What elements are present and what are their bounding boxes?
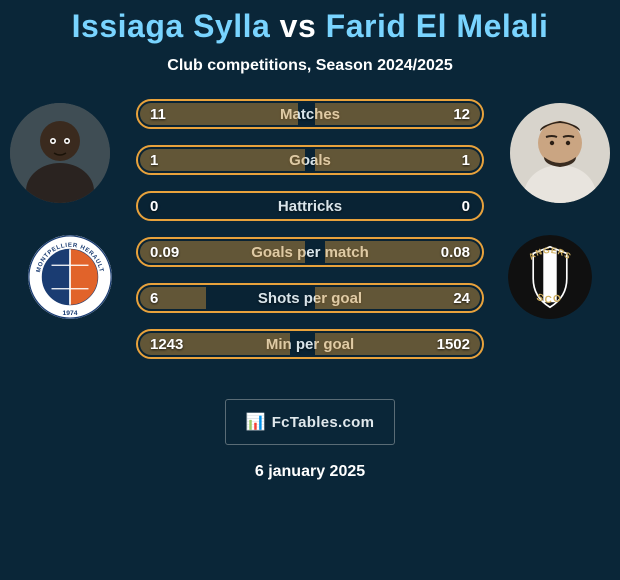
stat-value-left: 0.09 bbox=[150, 244, 179, 261]
stat-value-right: 0.08 bbox=[441, 244, 470, 261]
club-year: 1974 bbox=[63, 310, 78, 317]
stat-value-left: 6 bbox=[150, 290, 158, 307]
stat-row-shots-per-goal: 6Shots per goal24 bbox=[136, 283, 484, 313]
chart-icon: 📊 bbox=[246, 412, 266, 432]
player2-club-badge: ANGERS SCO bbox=[508, 235, 592, 319]
stat-value-left: 1243 bbox=[150, 336, 183, 353]
stat-value-right: 0 bbox=[462, 198, 470, 215]
season-subtitle: Club competitions, Season 2024/2025 bbox=[0, 57, 620, 75]
stat-value-right: 1 bbox=[462, 152, 470, 169]
stat-value-right: 12 bbox=[453, 106, 470, 123]
main-area: 1974 MONTPELLIER HERAULT ANGERS SCO 11Ma… bbox=[0, 103, 620, 383]
stat-value-left: 11 bbox=[150, 106, 166, 123]
snapshot-date: 6 january 2025 bbox=[0, 463, 620, 481]
player2-name: Farid El Melali bbox=[326, 8, 549, 44]
title-vs: vs bbox=[280, 8, 317, 44]
comparison-title: Issiaga Sylla vs Farid El Melali bbox=[0, 0, 620, 45]
attribution-box: 📊 FcTables.com bbox=[225, 399, 395, 445]
stat-bar-right bbox=[315, 149, 480, 171]
stat-row-matches: 11Matches12 bbox=[136, 99, 484, 129]
stat-value-right: 24 bbox=[453, 290, 470, 307]
stat-row-hattricks: 0 Hattricks 0 bbox=[136, 191, 484, 221]
player1-avatar bbox=[10, 103, 110, 203]
player2-avatar bbox=[510, 103, 610, 203]
stats-container: 11Matches12 1Goals1 0 Hattricks 0 0.09Goals p… bbox=[136, 99, 484, 375]
player1-club-badge: 1974 MONTPELLIER HERAULT bbox=[28, 235, 112, 319]
stat-row-goals: 1Goals1 bbox=[136, 145, 484, 175]
attribution-text: FcTables.com bbox=[272, 414, 375, 431]
player1-name: Issiaga Sylla bbox=[72, 8, 271, 44]
stat-row-min-per-goal: 1243Min per goal1502 bbox=[136, 329, 484, 359]
stat-bar-left bbox=[140, 149, 305, 171]
stat-row-goals-per-match: 0.09Goals per match0.08 bbox=[136, 237, 484, 267]
stat-label: Hattricks bbox=[278, 198, 342, 215]
stat-value-right: 1502 bbox=[437, 336, 470, 353]
stat-value-left: 1 bbox=[150, 152, 158, 169]
stat-value-left: 0 bbox=[150, 198, 158, 215]
